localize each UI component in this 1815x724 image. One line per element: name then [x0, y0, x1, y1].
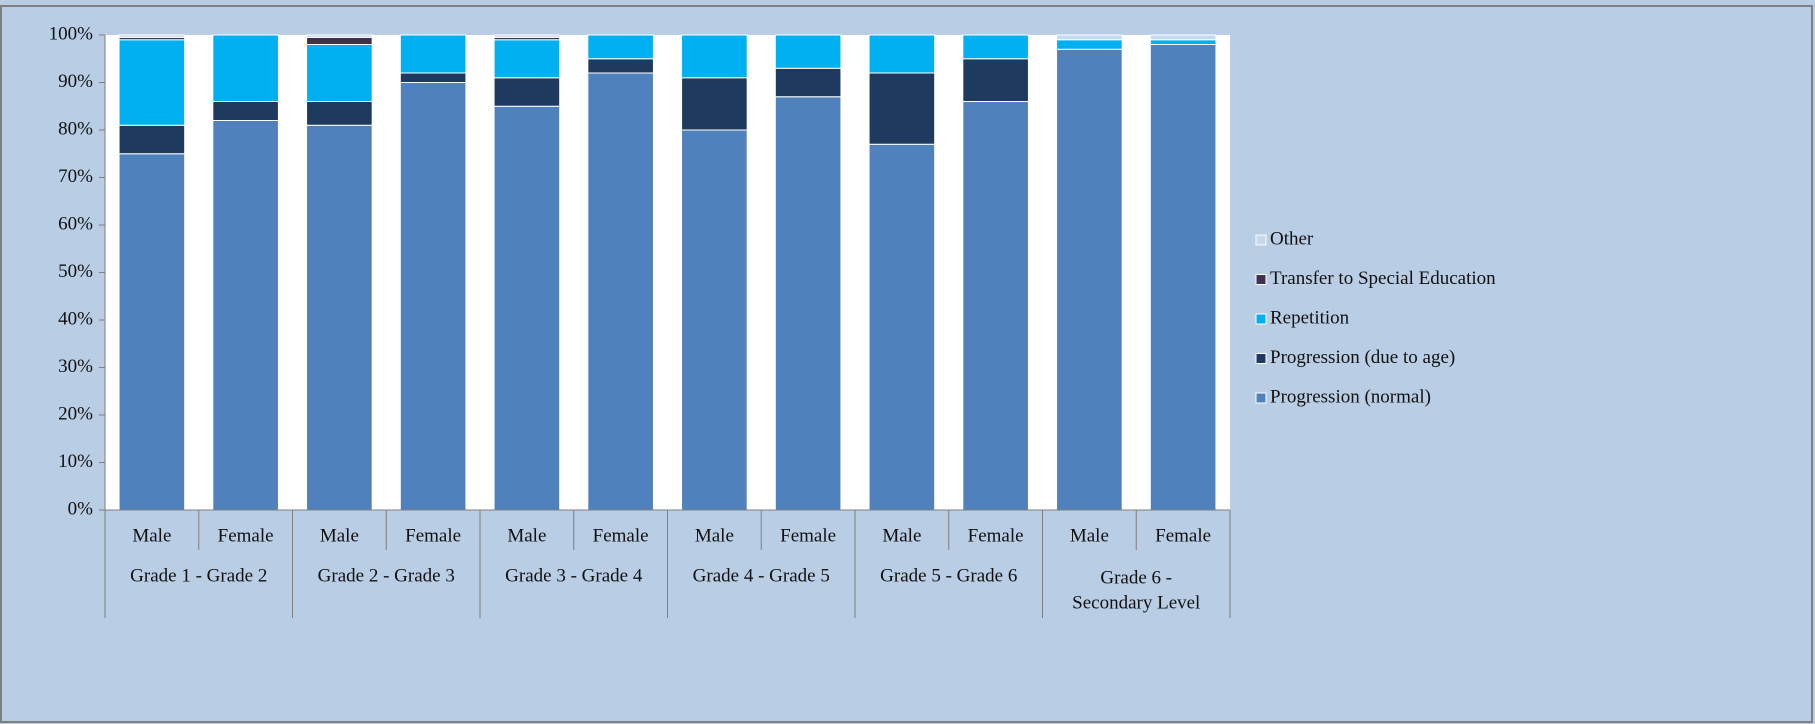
x-tick-label: Female	[1155, 525, 1211, 546]
bar-segment	[493, 34, 561, 38]
bar-segment	[118, 34, 186, 38]
bar-segment	[212, 101, 279, 121]
bar-segment	[1149, 34, 1217, 41]
bar-segment	[493, 77, 561, 107]
bar-segment	[681, 129, 748, 511]
legend-swatch	[1255, 353, 1267, 364]
y-tick-label: 100%	[49, 23, 94, 44]
bar-segment	[306, 34, 373, 38]
bar-segment	[399, 72, 467, 83]
frame	[0, 5, 1813, 723]
bar-segment	[962, 34, 1029, 60]
legend-label: Repetition	[1270, 307, 1350, 328]
y-tick-label: 40%	[58, 308, 93, 329]
bar-segment	[587, 34, 654, 60]
legend-swatch	[1255, 274, 1267, 285]
bar-segment	[868, 143, 936, 511]
group-label: Grade 1 - Grade 2	[130, 565, 267, 586]
bar-segment	[681, 34, 748, 79]
bar-segment	[774, 96, 842, 511]
legend-swatch	[1255, 234, 1267, 246]
legend-swatch	[1255, 392, 1267, 404]
y-tick-label: 80%	[58, 118, 93, 139]
bar-segment	[1149, 39, 1217, 45]
bar-segment	[962, 101, 1029, 511]
legend-label: Progression (due to age)	[1270, 347, 1455, 368]
group-label: Grade 2 - Grade 3	[318, 565, 455, 586]
bar-segment	[868, 72, 936, 145]
legend-label: Other	[1270, 228, 1314, 249]
bar-segment	[587, 58, 654, 74]
x-tick-label: Female	[593, 525, 649, 546]
x-tick-label: Female	[218, 525, 274, 546]
bar-segment	[399, 82, 467, 511]
bar-segment	[774, 34, 842, 69]
bar-segment	[962, 58, 1029, 102]
bar-segment	[774, 67, 842, 98]
bar-segment	[306, 124, 373, 511]
plot-area	[105, 35, 1230, 510]
y-tick-label: 20%	[58, 403, 93, 424]
group-label: Grade 6 -	[1100, 567, 1172, 588]
bar-segment	[493, 105, 561, 511]
bar-segment	[868, 34, 936, 74]
bar-segment	[118, 124, 186, 155]
bar-segment	[118, 39, 186, 126]
bar-segment	[306, 44, 373, 102]
bar-segment	[493, 39, 561, 79]
group-label: Grade 4 - Grade 5	[693, 565, 830, 586]
y-tick-label: 30%	[58, 356, 93, 377]
bar-segment	[681, 77, 748, 131]
x-tick-label: Female	[968, 525, 1024, 546]
legend-swatch	[1255, 313, 1267, 325]
bar-segment	[399, 34, 467, 74]
x-tick-label: Female	[780, 525, 836, 546]
bar-segment	[212, 120, 279, 511]
x-tick-label: Female	[405, 525, 461, 546]
bar-segment	[1149, 44, 1217, 511]
legend-label: Progression (normal)	[1270, 386, 1431, 407]
group-label: Secondary Level	[1072, 592, 1200, 613]
bar-segment	[212, 34, 279, 102]
x-tick-label: Male	[132, 525, 171, 546]
bar-segment	[1056, 48, 1123, 511]
x-tick-label: Male	[1070, 525, 1109, 546]
x-tick-label: Male	[695, 525, 734, 546]
x-tick-label: Male	[882, 525, 921, 546]
y-tick-label: 50%	[58, 261, 93, 282]
x-tick-label: Male	[507, 525, 546, 546]
bar-segment	[306, 36, 373, 45]
y-tick-label: 60%	[58, 213, 93, 234]
group-label: Grade 5 - Grade 6	[880, 565, 1017, 586]
bar-segment	[118, 153, 186, 511]
bar-segment	[587, 72, 654, 511]
bar-segment	[1056, 39, 1123, 50]
group-label: Grade 3 - Grade 4	[505, 565, 643, 586]
bar-segment	[1056, 34, 1123, 41]
y-tick-label: 70%	[58, 166, 93, 187]
x-tick-label: Male	[320, 525, 359, 546]
y-tick-label: 0%	[68, 498, 94, 519]
bar-segment	[306, 101, 373, 126]
legend-label: Transfer to Special Education	[1270, 268, 1496, 289]
y-tick-label: 10%	[58, 451, 93, 472]
y-tick-label: 90%	[58, 71, 93, 92]
